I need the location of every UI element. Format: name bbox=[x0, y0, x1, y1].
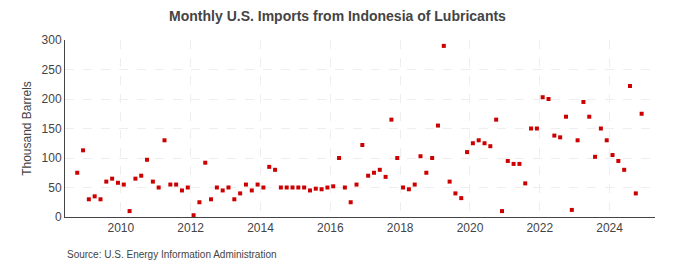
svg-text:0: 0 bbox=[55, 210, 62, 224]
svg-text:150: 150 bbox=[42, 122, 62, 136]
svg-text:2020: 2020 bbox=[457, 221, 484, 235]
svg-text:200: 200 bbox=[42, 92, 62, 106]
svg-text:2022: 2022 bbox=[526, 221, 553, 235]
svg-text:Monthly U.S. Imports from Indo: Monthly U.S. Imports from Indonesia of L… bbox=[169, 8, 506, 24]
svg-text:2010: 2010 bbox=[108, 221, 135, 235]
svg-text:250: 250 bbox=[42, 63, 62, 77]
svg-text:2018: 2018 bbox=[387, 221, 414, 235]
svg-text:2016: 2016 bbox=[317, 221, 344, 235]
svg-text:100: 100 bbox=[42, 151, 62, 165]
svg-text:Source: U.S. Energy Informatio: Source: U.S. Energy Information Administ… bbox=[67, 249, 277, 260]
svg-text:300: 300 bbox=[42, 33, 62, 47]
svg-text:2024: 2024 bbox=[596, 221, 623, 235]
svg-text:50: 50 bbox=[48, 181, 62, 195]
svg-text:Thousand Barrels: Thousand Barrels bbox=[20, 81, 34, 176]
svg-text:2012: 2012 bbox=[177, 221, 204, 235]
svg-text:2014: 2014 bbox=[247, 221, 274, 235]
